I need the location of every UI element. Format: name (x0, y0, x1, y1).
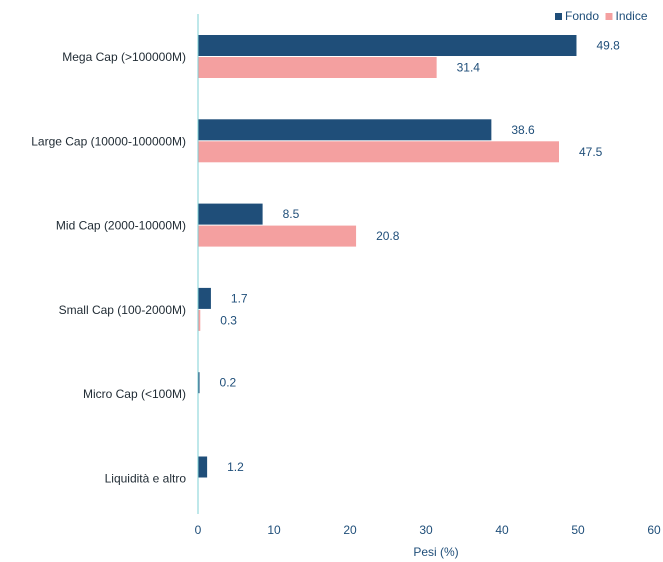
bar-fondo (198, 119, 492, 141)
category-label: Liquidità e altro (105, 472, 187, 486)
data-label: 31.4 (457, 61, 481, 75)
data-label: 8.5 (283, 207, 300, 221)
legend-swatch-fondo (555, 13, 562, 20)
bar-fondo (198, 35, 577, 56)
data-label: 1.2 (227, 460, 244, 474)
x-axis-title: Pesi (%) (413, 545, 458, 559)
data-label: 38.6 (511, 123, 535, 137)
bar-indice (198, 57, 437, 78)
data-label: 47.5 (579, 145, 603, 159)
x-tick-label: 30 (419, 523, 433, 537)
x-tick-label: 40 (495, 523, 509, 537)
bar-indice (198, 225, 357, 247)
bar-indice (198, 141, 559, 163)
bar-fondo (198, 203, 263, 225)
category-label: Micro Cap (<100M) (83, 387, 186, 401)
x-tick-label: 50 (571, 523, 585, 537)
x-tick-label: 0 (195, 523, 202, 537)
legend-label-indice: Indice (616, 9, 648, 23)
x-tick-label: 10 (267, 523, 281, 537)
x-tick-label: 20 (343, 523, 357, 537)
bar-indice (198, 309, 201, 331)
legend: Fondo Indice (555, 9, 648, 23)
bar-fondo (198, 372, 200, 394)
x-tick-label: 60 (647, 523, 661, 537)
category-label: Small Cap (100-2000M) (59, 303, 186, 317)
data-label: 0.2 (220, 376, 237, 390)
legend-label-fondo: Fondo (565, 9, 599, 23)
data-label: 1.7 (231, 291, 248, 305)
labels-group: Mega Cap (>100000M) 49.8 31.4 Large Cap (10… (31, 39, 620, 486)
data-label: 49.8 (596, 39, 620, 53)
bars-group (198, 35, 577, 478)
category-label: Large Cap (10000-100000M) (31, 134, 186, 148)
data-label: 0.3 (220, 313, 237, 327)
x-ticks-group: 0 10 20 30 40 50 60 (195, 523, 661, 537)
legend-swatch-indice (605, 13, 613, 20)
bar-fondo (198, 287, 211, 309)
data-label: 20.8 (376, 229, 400, 243)
category-label: Mega Cap (>100000M) (62, 50, 186, 64)
category-label: Mid Cap (2000-10000M) (56, 219, 186, 233)
bar-fondo (198, 456, 208, 478)
